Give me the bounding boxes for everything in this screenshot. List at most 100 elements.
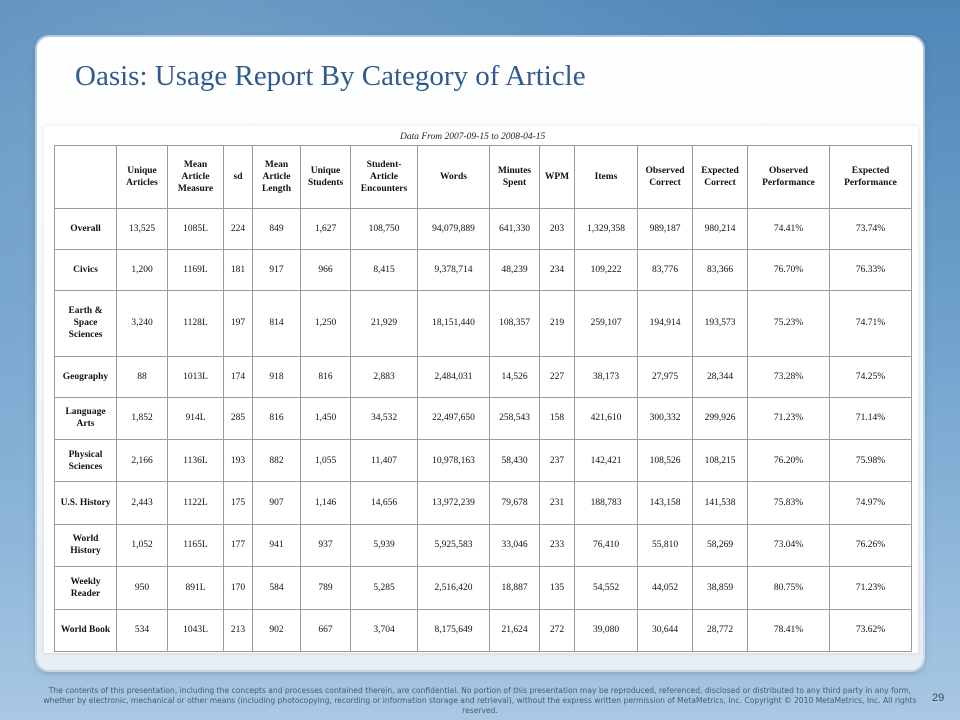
table-cell: 1,627 — [300, 207, 351, 251]
table-cell: 76.70% — [747, 249, 830, 292]
table-cell: 75.83% — [747, 481, 830, 525]
table-cell: 231 — [539, 481, 575, 525]
table-cell: 83,776 — [637, 249, 693, 292]
table-cell: 108,357 — [489, 290, 540, 357]
row-category: World History — [54, 523, 117, 568]
table-cell: 5,285 — [350, 566, 418, 610]
row-category: Weekly Reader — [54, 566, 117, 610]
column-header: Minutes Spent — [489, 145, 540, 209]
table-cell: 1136L — [167, 439, 224, 483]
table-row: Physical Sciences 2,166 1136L 193 882 1,… — [54, 439, 912, 483]
table-cell: 158 — [539, 396, 575, 441]
table-cell: 30,644 — [637, 608, 693, 653]
table-cell: 170 — [223, 566, 253, 610]
table-cell: 193,573 — [692, 290, 748, 357]
table-cell: 2,883 — [350, 355, 418, 398]
table-cell: 213 — [223, 608, 253, 653]
table-cell: 300,332 — [637, 396, 693, 441]
table-cell: 2,166 — [116, 439, 168, 483]
table-caption: Data From 2007-09-15 to 2008-04-15 — [400, 132, 546, 142]
table-cell: 258,543 — [489, 396, 540, 441]
table-row: Language Arts 1,852 914L 285 816 1,450 3… — [54, 396, 912, 441]
table-cell: 38,173 — [574, 355, 638, 398]
table-cell: 73.74% — [829, 207, 912, 251]
row-category: Earth & Space Sciences — [54, 290, 117, 357]
table-cell: 48,239 — [489, 249, 540, 292]
table-cell: 193 — [223, 439, 253, 483]
table-cell: 34,532 — [350, 396, 418, 441]
table-cell: 143,158 — [637, 481, 693, 525]
table-row: U.S. History 2,443 1122L 175 907 1,146 1… — [54, 481, 912, 525]
table-cell: 142,421 — [574, 439, 638, 483]
table-cell: 5,925,583 — [417, 523, 490, 568]
column-header: Mean Article Measure — [167, 145, 224, 209]
table-cell: 177 — [223, 523, 253, 568]
table-cell: 108,526 — [637, 439, 693, 483]
table-cell: 21,624 — [489, 608, 540, 653]
table-cell: 641,330 — [489, 207, 540, 251]
column-header — [54, 145, 117, 209]
table-cell: 76.20% — [747, 439, 830, 483]
table-cell: 18,151,440 — [417, 290, 490, 357]
table-cell: 74.71% — [829, 290, 912, 357]
table-cell: 3,240 — [116, 290, 168, 357]
table-cell: 55,810 — [637, 523, 693, 568]
table-cell: 71.23% — [747, 396, 830, 441]
table-cell: 75.23% — [747, 290, 830, 357]
table-row: Geography 88 1013L 174 918 816 2,883 2,4… — [54, 355, 912, 398]
table-cell: 79,678 — [489, 481, 540, 525]
table-cell: 849 — [252, 207, 301, 251]
column-header: Unique Students — [300, 145, 351, 209]
column-header: Observed Performance — [747, 145, 830, 209]
table-cell: 38,859 — [692, 566, 748, 610]
table-header-row: Unique Articles Mean Article Measure sd … — [54, 145, 912, 209]
table-cell: 937 — [300, 523, 351, 568]
table-row: Civics 1,200 1169L 181 917 966 8,415 9,3… — [54, 249, 912, 292]
table-cell: 907 — [252, 481, 301, 525]
table-cell: 9,378,714 — [417, 249, 490, 292]
table-row: Weekly Reader 950 891L 170 584 789 5,285… — [54, 566, 912, 610]
table-cell: 109,222 — [574, 249, 638, 292]
table-cell: 941 — [252, 523, 301, 568]
table-cell: 1013L — [167, 355, 224, 398]
table-cell: 14,656 — [350, 481, 418, 525]
table-cell: 534 — [116, 608, 168, 653]
row-category: Physical Sciences — [54, 439, 117, 483]
table-cell: 8,415 — [350, 249, 418, 292]
table-cell: 13,972,239 — [417, 481, 490, 525]
table-cell: 28,344 — [692, 355, 748, 398]
table-cell: 39,080 — [574, 608, 638, 653]
usage-report-table: Unique Articles Mean Article Measure sd … — [54, 145, 912, 653]
table-cell: 914L — [167, 396, 224, 441]
table-cell: 1,450 — [300, 396, 351, 441]
column-header: Expected Correct — [692, 145, 748, 209]
table-cell: 285 — [223, 396, 253, 441]
table-cell: 237 — [539, 439, 575, 483]
table-cell: 174 — [223, 355, 253, 398]
table-cell: 58,269 — [692, 523, 748, 568]
column-header: Expected Performance — [829, 145, 912, 209]
table-cell: 1128L — [167, 290, 224, 357]
table-cell: 816 — [300, 355, 351, 398]
table-cell: 966 — [300, 249, 351, 292]
table-cell: 11,407 — [350, 439, 418, 483]
table-cell: 272 — [539, 608, 575, 653]
table-cell: 1,052 — [116, 523, 168, 568]
table-cell: 141,538 — [692, 481, 748, 525]
table-cell: 80.75% — [747, 566, 830, 610]
table-cell: 10,978,163 — [417, 439, 490, 483]
column-header: sd — [223, 145, 253, 209]
table-cell: 816 — [252, 396, 301, 441]
table-cell: 980,214 — [692, 207, 748, 251]
table-cell: 259,107 — [574, 290, 638, 357]
table-cell: 188,783 — [574, 481, 638, 525]
table-cell: 421,610 — [574, 396, 638, 441]
table-cell: 891L — [167, 566, 224, 610]
table-cell: 989,187 — [637, 207, 693, 251]
table-cell: 73.62% — [829, 608, 912, 653]
table-cell: 667 — [300, 608, 351, 653]
column-header: WPM — [539, 145, 575, 209]
column-header: Items — [574, 145, 638, 209]
table-cell: 234 — [539, 249, 575, 292]
table-cell: 197 — [223, 290, 253, 357]
